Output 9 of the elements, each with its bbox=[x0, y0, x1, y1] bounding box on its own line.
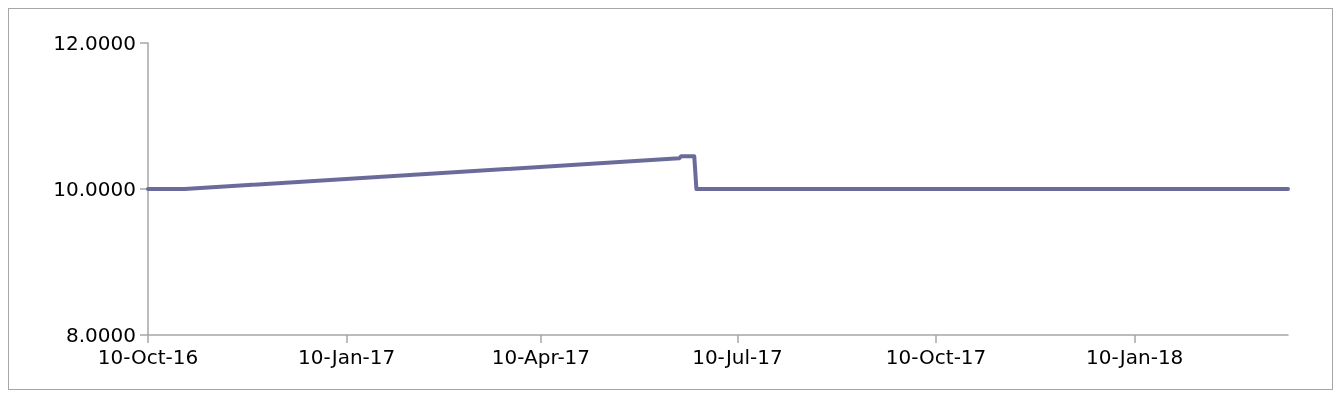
y-tick-label: 12.0000 bbox=[53, 31, 136, 55]
x-tick-label: 10-Jan-18 bbox=[1086, 345, 1184, 369]
x-tick-label: 10-Oct-16 bbox=[97, 345, 199, 369]
x-tick-label: 10-Apr-17 bbox=[491, 345, 591, 369]
x-tick-label: 10-Jan-17 bbox=[298, 345, 396, 369]
y-tick-label: 10.0000 bbox=[53, 177, 136, 201]
x-tick-label: 10-Oct-17 bbox=[885, 345, 987, 369]
y-tick-label: 8.0000 bbox=[66, 323, 136, 347]
x-tick-label: 10-Jul-17 bbox=[692, 345, 783, 369]
